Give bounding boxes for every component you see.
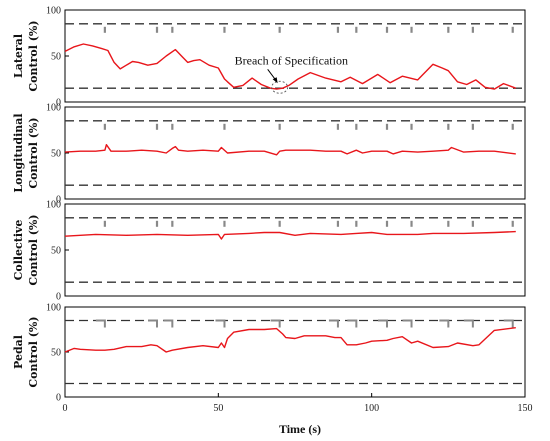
x-tick-label: 100 bbox=[364, 403, 379, 414]
event-marker bbox=[503, 319, 514, 328]
y-tick-label: 50 bbox=[51, 149, 61, 160]
event-marker bbox=[163, 319, 174, 328]
x-tick-label: 50 bbox=[213, 403, 223, 414]
annotation-text: Breach of Specification bbox=[235, 53, 348, 67]
y-axis-label-line: Control (%) bbox=[27, 117, 40, 188]
x-axis-ticks: 0 50 100 150 bbox=[63, 393, 533, 414]
y-tick-label: 100 bbox=[46, 6, 61, 17]
y-tick-label: 50 bbox=[51, 52, 61, 63]
annotation: Breach of Specification bbox=[235, 53, 348, 94]
y-tick-label: 0 bbox=[56, 393, 61, 404]
y-tick-label: 100 bbox=[46, 200, 61, 211]
y-axis-label-line: Control (%) bbox=[27, 316, 40, 387]
data-line bbox=[64, 327, 516, 353]
x-tick-label: 0 bbox=[63, 403, 68, 414]
y-tick-label: 100 bbox=[46, 103, 61, 114]
y-axis-label-line: Control (%) bbox=[27, 20, 40, 91]
y-tick-label: 50 bbox=[51, 348, 61, 359]
panel-4: 0 50 100 Pedal Control (%) bbox=[12, 303, 526, 404]
event-marker bbox=[439, 319, 450, 328]
panel-2: 0 50 100 Longitudinal Control (%) bbox=[12, 103, 526, 206]
y-axis-label-line: Collective bbox=[12, 220, 25, 281]
event-marker bbox=[347, 319, 358, 328]
data-line bbox=[64, 230, 516, 240]
y-axis-label: Lateral Control (%) bbox=[12, 20, 40, 91]
y-axis-label: Collective Control (%) bbox=[12, 214, 40, 285]
y-tick-label: 100 bbox=[46, 303, 61, 314]
y-axis-label-line: Longitudinal bbox=[12, 113, 25, 192]
event-marker bbox=[463, 319, 474, 328]
y-axis-label-line: Lateral bbox=[12, 34, 25, 78]
event-marker bbox=[378, 319, 388, 328]
y-axis-label-line: Pedal bbox=[12, 335, 25, 369]
panel-1: 0 50 100 Lateral Control (%) bbox=[12, 6, 526, 109]
y-tick-label: 0 bbox=[56, 195, 61, 206]
y-axis-label: Longitudinal Control (%) bbox=[12, 113, 40, 192]
event-marker bbox=[95, 319, 106, 328]
y-tick-label: 0 bbox=[56, 292, 61, 303]
x-tick-label: 150 bbox=[518, 403, 533, 414]
y-axis-label: Pedal Control (%) bbox=[12, 316, 40, 387]
event-marker bbox=[148, 319, 158, 328]
y-tick-label: 0 bbox=[56, 98, 61, 109]
data-line bbox=[64, 43, 517, 90]
breach-circle bbox=[271, 80, 289, 94]
y-axis-label-line: Control (%) bbox=[27, 214, 40, 285]
annotation-arrowhead bbox=[272, 77, 278, 84]
event-marker bbox=[328, 319, 339, 328]
y-tick-label: 50 bbox=[51, 246, 61, 257]
data-line bbox=[64, 144, 516, 156]
event-marker bbox=[270, 319, 281, 328]
event-marker bbox=[215, 319, 226, 328]
event-marker bbox=[402, 319, 413, 328]
x-axis-label: Time (s) bbox=[279, 422, 321, 436]
panel-3: 0 50 100 Collective Control (%) bbox=[12, 200, 526, 303]
